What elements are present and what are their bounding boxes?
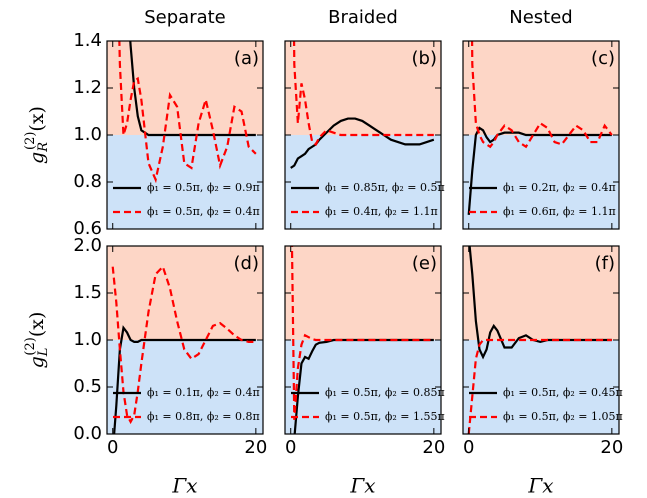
x-axis-label: Γx <box>527 474 553 498</box>
y-label-sub: R <box>36 142 51 153</box>
legend-label: ϕ₁ = 0.4π, ϕ₂ = 1.1π <box>325 205 438 218</box>
plot-area <box>463 246 619 434</box>
x-tick-label: 20 <box>244 437 267 458</box>
legend-label: ϕ₁ = 0.8π, ϕ₂ = 0.8π <box>147 410 260 423</box>
legend-label: ϕ₁ = 0.5π, ϕ₂ = 0.9π <box>147 181 260 194</box>
series-line <box>113 325 256 434</box>
x-tick-label: 0 <box>285 437 296 458</box>
y-tick-label: 0.5 <box>73 376 102 397</box>
shade-below <box>107 135 263 229</box>
plot-area <box>285 41 441 229</box>
series-line <box>290 246 434 420</box>
legend-label: ϕ₁ = 0.5π, ϕ₂ = 1.05π <box>503 410 623 423</box>
panel-label: (f) <box>595 253 615 274</box>
shade-above <box>463 246 619 340</box>
column-title: Braided <box>328 7 398 28</box>
y-tick-label: 1.0 <box>73 329 102 350</box>
legend-label: ϕ₁ = 0.1π, ϕ₂ = 0.4π <box>147 386 260 399</box>
legend-label: ϕ₁ = 0.6π, ϕ₂ = 1.1π <box>503 205 616 218</box>
series-line <box>467 338 612 434</box>
series-line <box>290 117 435 169</box>
legend-label: ϕ₁ = 0.5π, ϕ₂ = 0.4π <box>147 205 260 218</box>
panel-label: (e) <box>412 253 437 274</box>
panel-label: (c) <box>591 48 615 69</box>
series-line <box>467 126 612 215</box>
x-tick-label: 0 <box>107 437 118 458</box>
y-tick-label: 1.2 <box>73 77 102 98</box>
y-tick-label: 0.8 <box>73 171 102 192</box>
column-title: Separate <box>144 7 226 28</box>
y-label-sub: L <box>36 348 51 358</box>
shade-above <box>107 246 263 340</box>
panel-label: (d) <box>234 253 259 274</box>
y-tick-label: 1.5 <box>73 282 102 303</box>
plot-area <box>107 41 263 229</box>
shade-above <box>463 41 619 135</box>
y-axis-label: gR(2)(x) <box>23 106 51 164</box>
y-tick-label: 0.6 <box>73 218 102 239</box>
y-tick-label: 1.4 <box>73 30 102 51</box>
series-line <box>111 264 256 425</box>
x-tick-label: 0 <box>463 437 474 458</box>
shade-below <box>463 135 619 229</box>
legend-label: ϕ₁ = 0.5π, ϕ₂ = 0.85π <box>325 386 445 399</box>
x-tick-label: 20 <box>422 437 445 458</box>
y-label-arg: (x) <box>26 106 48 132</box>
column-title: Nested <box>509 7 572 28</box>
plot-area <box>107 246 263 434</box>
y-tick-label: 0.0 <box>73 423 102 444</box>
x-tick-label: 20 <box>600 437 623 458</box>
series-line <box>470 41 613 149</box>
legend-label: ϕ₁ = 0.2π, ϕ₂ = 0.4π <box>503 181 616 194</box>
series-line <box>468 246 612 360</box>
legend-label: ϕ₁ = 0.5π, ϕ₂ = 1.55π <box>325 410 445 423</box>
y-label-base: g <box>26 152 48 164</box>
y-label-base: g <box>26 356 48 368</box>
panel-label: (b) <box>412 48 437 69</box>
series-line <box>129 41 256 137</box>
shade-above <box>285 246 441 340</box>
x-axis-label: Γx <box>171 474 197 498</box>
y-label-sup: (2) <box>23 337 38 355</box>
legend-label: ϕ₁ = 0.85π, ϕ₂ = 0.5π <box>325 181 445 194</box>
panel-label: (a) <box>234 48 259 69</box>
y-label-sup: (2) <box>23 132 38 150</box>
plot-area <box>285 246 441 434</box>
series-line <box>118 41 257 184</box>
y-tick-label: 2.0 <box>73 235 102 256</box>
plot-area <box>463 41 619 229</box>
y-label-arg: (x) <box>26 312 48 338</box>
shade-above <box>285 41 441 135</box>
x-axis-label: Γx <box>349 474 375 498</box>
y-tick-label: 1.0 <box>73 124 102 145</box>
y-axis-label: gL(2)(x) <box>23 312 51 369</box>
shade-below <box>285 135 441 229</box>
shade-below <box>463 340 619 434</box>
legend-label: ϕ₁ = 0.5π, ϕ₂ = 0.45π <box>503 386 623 399</box>
